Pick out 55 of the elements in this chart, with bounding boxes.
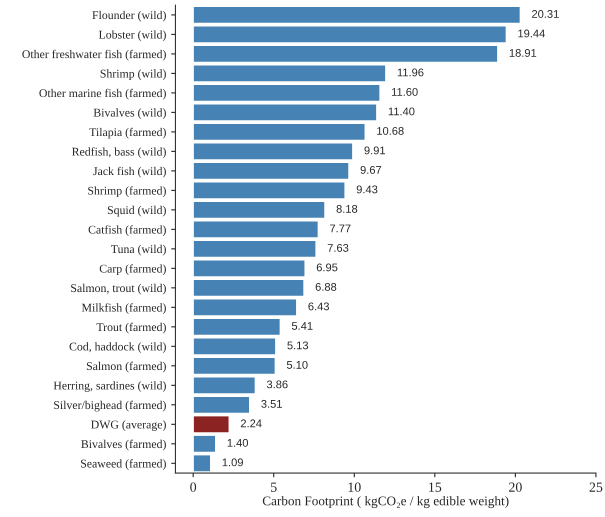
y-tick-label: Bivalves (farmed) — [81, 440, 166, 450]
data-label: 11.60 — [392, 88, 418, 96]
y-tick-label: Catfish (farmed) — [88, 225, 166, 236]
y-tick-label: Cod, haddock (wild) — [70, 342, 166, 353]
data-label: 6.95 — [316, 263, 338, 272]
x-axis-title: Carbon Footprint ( kgCO₂e / kg edible weight) — [262, 496, 509, 508]
data-label: 3.86 — [266, 380, 288, 388]
y-tick-label: Seaweed (farmed) — [81, 459, 166, 470]
y-tick-label: Jack fish (wild) — [93, 166, 166, 178]
y-tick-label: Salmon, trout (wild) — [71, 284, 166, 294]
data-label: 1.40 — [228, 438, 248, 447]
y-tick-label: Tuna (wild) — [110, 244, 166, 256]
y-tick-label: Flounder (wild) — [92, 10, 166, 22]
data-label: 9.43 — [356, 185, 378, 194]
x-tick-label: 15 — [429, 482, 442, 492]
x-tick-label: 20 — [509, 482, 522, 492]
data-label: 10.68 — [377, 127, 404, 135]
data-label: 3.51 — [261, 400, 282, 408]
y-tick-label: Lobster (wild) — [98, 30, 166, 42]
data-label: 8.18 — [336, 204, 358, 213]
data-label: 18.91 — [510, 49, 536, 57]
x-tick-label: 10 — [348, 482, 361, 492]
data-label: 5.41 — [292, 322, 313, 330]
y-tick-label: Other marine fish (farmed) — [39, 88, 166, 100]
x-tick-label: 5 — [271, 482, 277, 492]
data-label: 7.63 — [328, 244, 348, 252]
data-label: 20.31 — [532, 10, 559, 18]
data-label: 1.09 — [222, 458, 243, 466]
y-tick-label: Bivalves (wild) — [94, 108, 166, 120]
data-label: 11.96 — [398, 68, 424, 76]
data-label: 6.43 — [308, 302, 330, 310]
data-label: 11.40 — [388, 108, 414, 116]
data-label: 5.10 — [286, 360, 308, 369]
y-tick-label: Tilapia (farmed) — [89, 128, 166, 139]
x-tick-label: 0 — [190, 482, 196, 492]
y-tick-label: Trout (farmed) — [96, 322, 166, 334]
y-tick-label: Shrimp (farmed) — [88, 186, 166, 198]
data-label: 9.67 — [360, 166, 382, 174]
data-label: 5.13 — [287, 341, 308, 350]
x-tick-label: 25 — [590, 482, 602, 492]
y-tick-label: Other freshwater fish (farmed) — [22, 50, 166, 61]
data-label: 2.24 — [240, 419, 262, 428]
data-label: 19.44 — [518, 30, 545, 38]
y-tick-label: Herring, sardines (wild) — [54, 381, 166, 392]
data-label: 7.77 — [330, 224, 351, 232]
y-tick-label: Salmon (farmed) — [86, 362, 166, 372]
data-label: 9.91 — [364, 146, 386, 154]
y-tick-label: Shrimp (wild) — [100, 69, 166, 80]
data-label: 6.88 — [316, 282, 336, 291]
y-tick-label: DWG (average) — [91, 420, 166, 431]
y-tick-label: Squid (wild) — [108, 206, 166, 216]
y-tick-label: Redfish, bass (wild) — [72, 147, 166, 158]
y-tick-label: Milkfish (farmed) — [82, 303, 166, 314]
y-tick-label: Silver/bighead (farmed) — [54, 400, 166, 412]
y-tick-label: Carp (farmed) — [100, 264, 166, 276]
